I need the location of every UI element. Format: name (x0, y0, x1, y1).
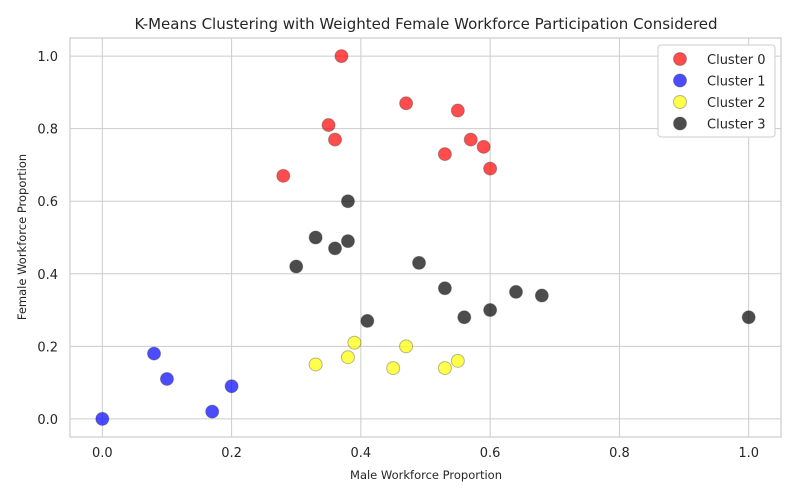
cluster-0-point (321, 118, 336, 133)
cluster-3-point (508, 284, 523, 299)
legend-marker-cluster-3 (673, 116, 687, 131)
y-tick-label: 0.6 (37, 195, 58, 210)
cluster-3-point (741, 310, 756, 325)
cluster-3-point (457, 310, 472, 325)
cluster-0-point (328, 132, 343, 147)
cluster-2-point (399, 339, 414, 354)
cluster-2-point (308, 357, 323, 372)
legend-label-cluster-0: Cluster 0 (707, 53, 766, 68)
cluster-0-point (463, 132, 478, 147)
cluster-1-point (224, 379, 239, 394)
legend-marker-cluster-0 (673, 52, 687, 66)
cluster-0-point (476, 139, 491, 154)
cluster-3-point (340, 234, 355, 249)
cluster-1-point (159, 371, 174, 386)
legend-label-cluster-2: Cluster 2 (707, 96, 766, 111)
legend-marker-cluster-1 (673, 73, 687, 88)
x-tick-label: 0.6 (480, 446, 501, 461)
cluster-2-point (386, 361, 401, 376)
y-tick-label: 0.4 (37, 268, 58, 283)
x-tick-label: 0.2 (221, 446, 242, 461)
x-tick-label: 0.8 (609, 446, 630, 461)
tick-layer: 0.0 0.2 0.4 0.6 0.8 1.0 0.0 0.2 0.4 0.6 0.8 1.0 (37, 50, 759, 461)
legend: Cluster 0 Cluster 1 Cluster 2 Cluster 3 (657, 44, 776, 138)
y-axis-label: Female Workforce Proportion (15, 154, 29, 320)
legend-marker-cluster-2 (673, 95, 687, 109)
x-axis-label: Male Workforce Proportion (350, 468, 502, 482)
legend-label-cluster-1: Cluster 1 (707, 75, 766, 90)
grid-layer (70, 38, 781, 437)
cluster-3-point (340, 194, 355, 209)
x-tick-label: 1.0 (738, 446, 759, 461)
cluster-3-point (534, 288, 549, 303)
cluster-3-point (483, 303, 498, 318)
cluster-1-point (147, 346, 162, 361)
cluster-2-point (437, 361, 452, 376)
cluster-3-point (360, 313, 375, 328)
cluster-2-point (340, 350, 355, 365)
y-tick-label: 0.0 (37, 413, 58, 428)
cluster-1-point (205, 404, 220, 419)
cluster-0-point (483, 161, 498, 176)
cluster-3-point (289, 259, 304, 274)
chart-title: K-Means Clustering with Weighted Female … (134, 15, 717, 33)
cluster-3-point (328, 241, 343, 256)
legend-frame (657, 44, 776, 138)
x-tick-label: 0.4 (351, 446, 372, 461)
cluster-0-point (399, 96, 414, 111)
cluster-1-point (95, 411, 110, 426)
cluster-3-point (308, 230, 323, 245)
cluster-3-point (437, 281, 452, 296)
cluster-0-point (334, 49, 349, 64)
x-tick-label: 0.0 (92, 446, 113, 461)
cluster-2-point (450, 353, 465, 368)
cluster-0-point (437, 147, 452, 162)
legend-label-cluster-3: Cluster 3 (707, 118, 766, 133)
cluster-0-point (450, 103, 465, 118)
cluster-2-point (347, 335, 362, 350)
points-layer (95, 49, 756, 426)
cluster-0-point (276, 168, 291, 183)
y-tick-label: 0.2 (37, 340, 58, 355)
y-tick-label: 1.0 (37, 50, 58, 65)
cluster-3-point (412, 255, 427, 270)
y-tick-label: 0.8 (37, 123, 58, 138)
